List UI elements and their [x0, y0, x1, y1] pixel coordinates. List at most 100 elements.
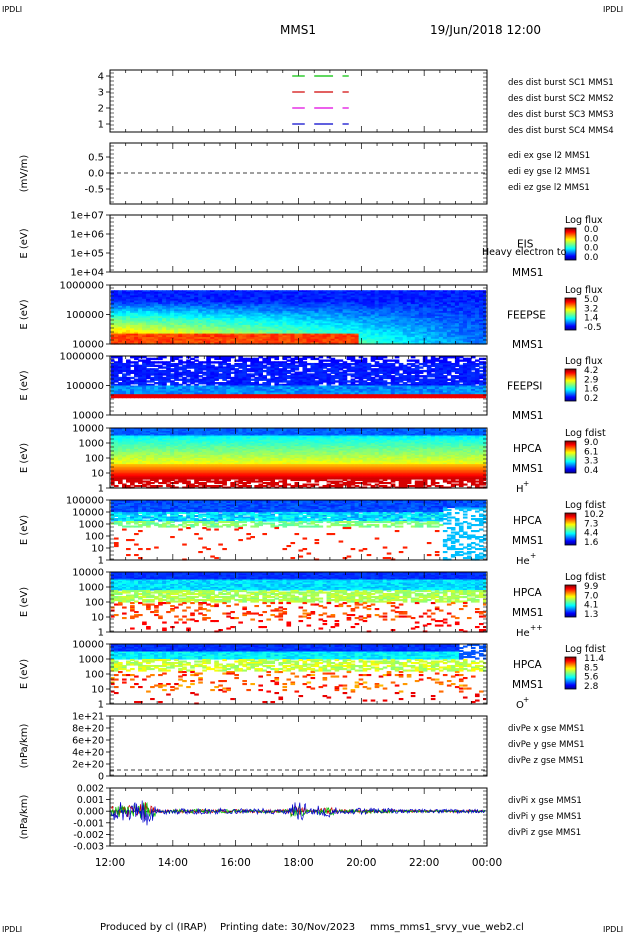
spectrogram-cell: [330, 326, 336, 329]
spectrogram-cell: [414, 359, 420, 362]
spectrogram-cell: [414, 331, 420, 335]
spectrogram-cell: [170, 298, 175, 302]
spectrogram-cell: [282, 390, 288, 394]
spectrogram-cell: [298, 319, 304, 323]
spectrogram-cell: [222, 295, 227, 298]
spectrogram-cell: [250, 394, 255, 397]
spectrogram-cell: [114, 376, 119, 380]
spectrogram-cell: [382, 375, 388, 378]
spectrogram-cell: [222, 382, 227, 385]
spectrogram-cell: [390, 330, 396, 333]
spectrogram-cell: [162, 324, 167, 328]
spectrogram-cell: [242, 388, 247, 392]
spectrogram-cell: [154, 368, 159, 371]
spectrogram-cell: [126, 368, 131, 371]
spectrogram-cell: [274, 291, 280, 295]
spectrogram-cell: [262, 293, 268, 297]
spectrogram-cell: [330, 291, 336, 295]
spectrogram-cell: [130, 311, 135, 314]
spectrogram-cell: [126, 369, 131, 373]
spectrogram-cell: [382, 293, 388, 297]
spectrogram-cell: [250, 328, 255, 331]
spectrogram-cell: [162, 297, 167, 300]
spectrogram-cell: [470, 390, 476, 394]
spectrogram-cell: [454, 337, 460, 340]
spectrogram-cell: [218, 311, 223, 314]
spectrogram-cell: [454, 331, 460, 335]
spectrogram-cell: [346, 291, 352, 295]
spectrogram-cell: [158, 331, 163, 335]
spectrogram-cell: [390, 293, 396, 297]
spectrogram-cell: [166, 324, 171, 328]
spectrogram-cell: [478, 375, 484, 378]
spectrogram-cell: [198, 368, 203, 371]
spectrogram-cell: [166, 387, 171, 390]
spectrogram-cell: [290, 390, 296, 394]
spectrogram-cell: [350, 342, 356, 345]
spectrogram-cell: [210, 323, 215, 326]
spectrogram-cell: [374, 387, 380, 390]
spectrogram-cell: [314, 321, 320, 324]
spectrogram-cell: [330, 298, 336, 302]
spectrogram-cell: [214, 361, 219, 364]
spectrogram-cell: [174, 326, 179, 329]
spectrogram-cell: [318, 378, 324, 381]
spectrogram-cell: [278, 337, 284, 340]
spectrogram-cell: [166, 304, 171, 307]
spectrogram-cell: [342, 392, 348, 395]
spectrogram-cell: [298, 338, 304, 342]
spectrogram-cell: [422, 390, 428, 394]
spectrogram-cell: [282, 312, 288, 316]
spectrogram-cell: [114, 431, 119, 434]
spectrogram-cell: [342, 307, 348, 310]
spectrogram-cell: [330, 394, 336, 397]
spectrogram-cell: [270, 305, 276, 309]
spectrogram-cell: [406, 362, 412, 366]
spectrogram-cell: [286, 338, 292, 342]
spectrogram-cell: [170, 331, 175, 335]
spectrogram-cell: [314, 340, 320, 343]
spectrogram-cell: [438, 366, 444, 369]
spectrogram-cell: [226, 295, 231, 298]
spectrogram-cell: [326, 297, 332, 300]
spectrogram-cell: [118, 326, 123, 329]
spectrogram-cell: [450, 338, 456, 342]
spectrogram-cell: [382, 316, 388, 319]
spectrogram-cell: [470, 385, 476, 388]
spectrogram-cell: [198, 335, 203, 338]
spectrogram-cell: [170, 297, 175, 300]
spectrogram-cell: [118, 362, 123, 366]
spectrogram-cell: [374, 309, 380, 312]
spectrogram-cell: [282, 335, 288, 338]
spectrogram-cell: [290, 316, 296, 319]
spectrogram-cell: [438, 323, 444, 326]
spectrogram-cell: [318, 359, 324, 362]
spectrogram-cell: [318, 305, 324, 309]
spectrogram-cell: [378, 337, 384, 340]
spectrogram-cell: [462, 375, 468, 378]
spectrogram-cell: [454, 297, 460, 300]
spectrogram-cell: [462, 394, 468, 397]
spectrogram-cell: [262, 312, 268, 316]
spectrogram-cell: [434, 304, 440, 307]
spectrogram-cell: [162, 356, 167, 359]
spectrogram-cell: [130, 321, 135, 324]
spectrogram-cell: [378, 342, 384, 345]
spectrogram-cell: [470, 375, 476, 378]
spectrogram-cell: [138, 387, 143, 390]
spectrogram-cell: [422, 293, 428, 297]
spectrogram-cell: [194, 373, 199, 376]
spectrogram-cell: [394, 326, 400, 329]
spectrogram-cell: [230, 340, 235, 343]
spectrogram-cell: [118, 468, 123, 471]
spectrogram-cell: [130, 364, 135, 368]
spectrogram-cell: [274, 340, 280, 343]
spectrogram-cell: [286, 382, 292, 385]
spectrogram-cell: [254, 293, 259, 297]
spectrogram-cell: [438, 335, 444, 338]
spectrogram-cell: [382, 321, 388, 324]
spectrogram-cell: [350, 388, 356, 392]
spectrogram-cell: [326, 383, 332, 387]
spectrogram-cell: [386, 387, 392, 390]
spectrogram-cell: [458, 375, 464, 378]
